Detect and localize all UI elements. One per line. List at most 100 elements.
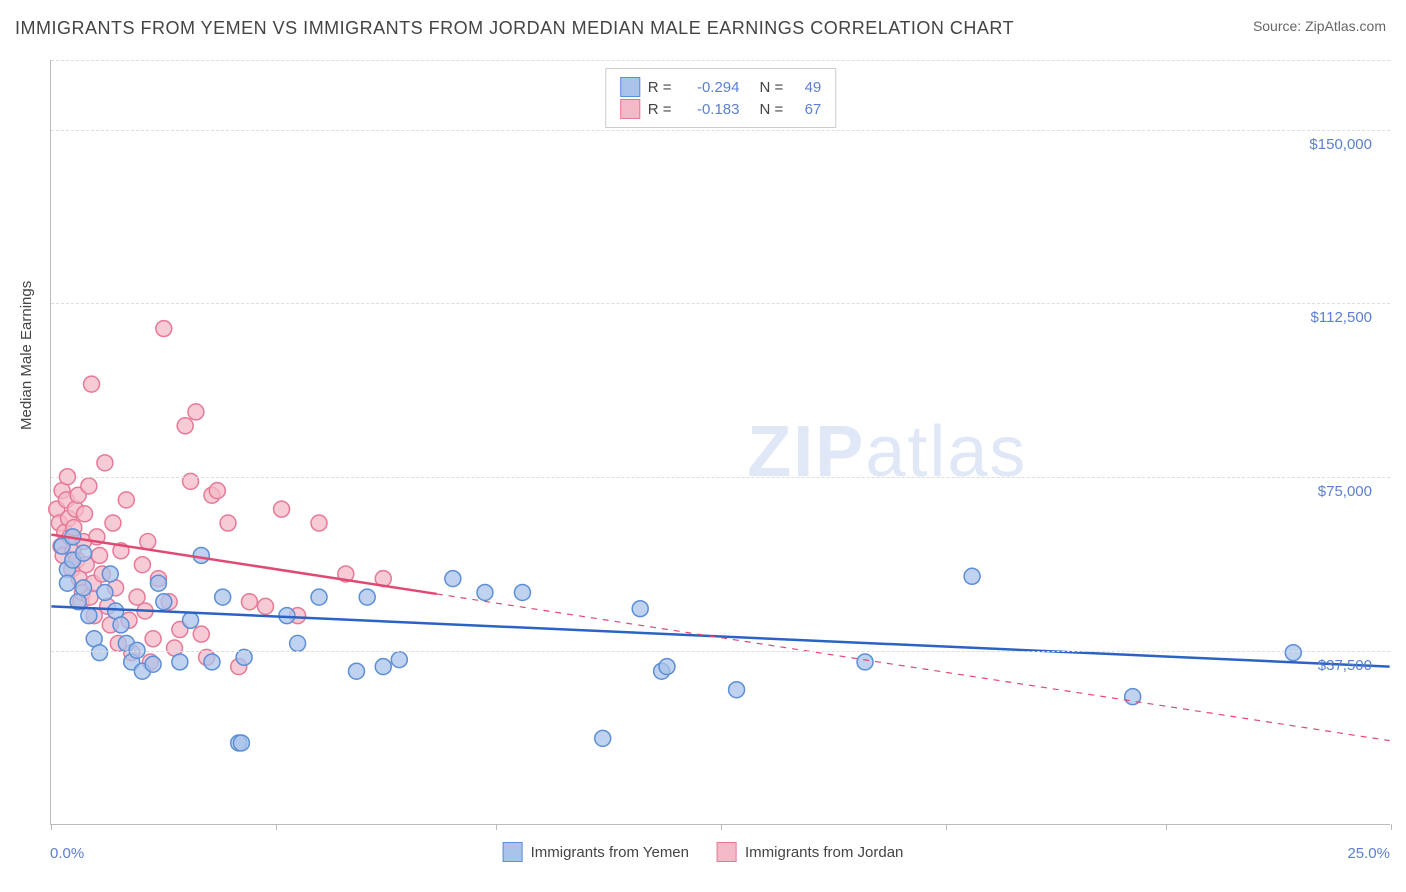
scatter-svg: [51, 60, 1390, 824]
data-point: [964, 568, 980, 584]
data-point: [145, 656, 161, 672]
data-point: [193, 547, 209, 563]
data-point: [183, 612, 199, 628]
data-point: [59, 575, 75, 591]
trendline-dashed: [437, 594, 1390, 741]
legend-item-yemen: Immigrants from Yemen: [503, 842, 689, 862]
data-point: [193, 626, 209, 642]
data-point: [220, 515, 236, 531]
x-tick-last: 25.0%: [1347, 845, 1390, 862]
data-point: [134, 557, 150, 573]
swatch-yemen: [503, 842, 523, 862]
correlation-row-jordan: R = -0.183 N = 67: [620, 99, 822, 119]
n-label: N =: [760, 79, 784, 96]
n-label: N =: [760, 101, 784, 118]
data-point: [77, 506, 93, 522]
data-point: [140, 534, 156, 550]
data-point: [183, 473, 199, 489]
data-point: [105, 515, 121, 531]
data-point: [76, 545, 92, 561]
y-axis-label: Median Male Earnings: [18, 281, 35, 430]
x-tick-first: 0.0%: [50, 845, 84, 862]
data-point: [97, 584, 113, 600]
data-point: [375, 659, 391, 675]
r-value-jordan: -0.183: [680, 101, 740, 118]
x-tick-mark: [51, 824, 52, 830]
source-link[interactable]: ZipAtlas.com: [1305, 18, 1386, 34]
data-point: [311, 515, 327, 531]
y-tick-label: $112,500: [1311, 309, 1372, 326]
data-point: [290, 635, 306, 651]
x-tick-mark: [276, 824, 277, 830]
correlation-row-yemen: R = -0.294 N = 49: [620, 77, 822, 97]
data-point: [514, 584, 530, 600]
chart-container: IMMIGRANTS FROM YEMEN VS IMMIGRANTS FROM…: [0, 0, 1406, 892]
data-point: [349, 663, 365, 679]
gridline: [51, 651, 1390, 652]
legend-label-yemen: Immigrants from Yemen: [531, 844, 689, 861]
data-point: [445, 571, 461, 587]
y-tick-label: $75,000: [1318, 483, 1372, 500]
data-point: [102, 566, 118, 582]
r-label: R =: [648, 101, 672, 118]
data-point: [359, 589, 375, 605]
swatch-jordan: [620, 99, 640, 119]
gridline: [51, 303, 1390, 304]
data-point: [92, 645, 108, 661]
x-tick-mark: [496, 824, 497, 830]
r-label: R =: [648, 79, 672, 96]
series-legend: Immigrants from Yemen Immigrants from Jo…: [503, 842, 904, 862]
data-point: [156, 594, 172, 610]
correlation-legend: R = -0.294 N = 49 R = -0.183 N = 67: [605, 68, 837, 128]
data-point: [477, 584, 493, 600]
plot-area: ZIPatlas R = -0.294 N = 49 R = -0.183 N …: [50, 60, 1390, 825]
data-point: [1285, 645, 1301, 661]
x-tick-mark: [1391, 824, 1392, 830]
legend-item-jordan: Immigrants from Jordan: [717, 842, 903, 862]
data-point: [81, 478, 97, 494]
source-label: Source:: [1253, 18, 1305, 34]
data-point: [391, 652, 407, 668]
data-point: [113, 617, 129, 633]
data-point: [81, 608, 97, 624]
data-point: [156, 321, 172, 337]
data-point: [729, 682, 745, 698]
data-point: [150, 575, 166, 591]
data-point: [84, 376, 100, 392]
legend-label-jordan: Immigrants from Jordan: [745, 844, 903, 861]
swatch-jordan: [717, 842, 737, 862]
data-point: [215, 589, 231, 605]
y-tick-label: $37,500: [1318, 657, 1372, 674]
gridline: [51, 477, 1390, 478]
gridline: [51, 130, 1390, 131]
data-point: [659, 659, 675, 675]
data-point: [209, 483, 225, 499]
data-point: [241, 594, 257, 610]
data-point: [857, 654, 873, 670]
data-point: [177, 418, 193, 434]
data-point: [274, 501, 290, 517]
source-attribution: Source: ZipAtlas.com: [1253, 18, 1386, 34]
data-point: [97, 455, 113, 471]
data-point: [204, 654, 220, 670]
n-value-yemen: 49: [791, 79, 821, 96]
y-tick-label: $150,000: [1309, 136, 1372, 153]
x-tick-mark: [1166, 824, 1167, 830]
data-point: [118, 492, 134, 508]
data-point: [172, 654, 188, 670]
data-point: [145, 631, 161, 647]
data-point: [258, 598, 274, 614]
chart-title: IMMIGRANTS FROM YEMEN VS IMMIGRANTS FROM…: [15, 18, 1014, 39]
data-point: [76, 580, 92, 596]
swatch-yemen: [620, 77, 640, 97]
data-point: [632, 601, 648, 617]
gridline: [51, 60, 1390, 61]
data-point: [595, 730, 611, 746]
x-tick-mark: [721, 824, 722, 830]
n-value-jordan: 67: [791, 101, 821, 118]
x-tick-mark: [946, 824, 947, 830]
data-point: [311, 589, 327, 605]
data-point: [188, 404, 204, 420]
data-point: [233, 735, 249, 751]
data-point: [92, 547, 108, 563]
